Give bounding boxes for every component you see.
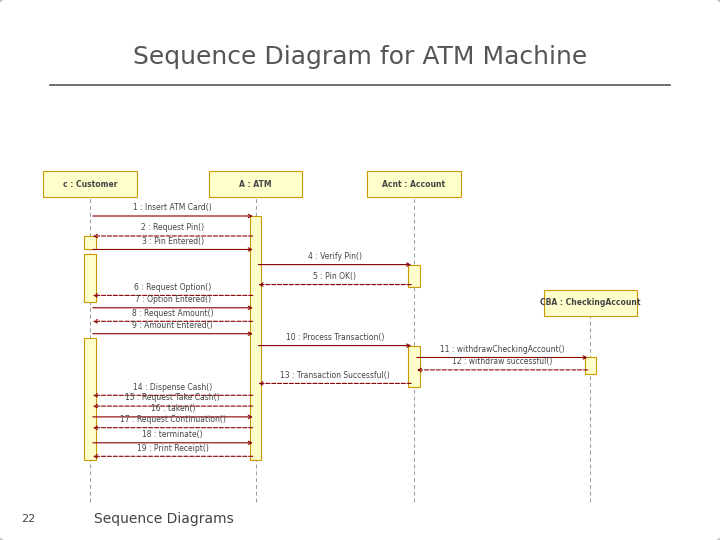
Bar — [408, 265, 420, 287]
Text: 14 : Dispense Cash(): 14 : Dispense Cash() — [133, 382, 212, 392]
FancyBboxPatch shape — [367, 171, 461, 197]
Text: Sequence Diagram for ATM Machine: Sequence Diagram for ATM Machine — [133, 45, 587, 69]
Text: 6 : Request Option(): 6 : Request Option() — [134, 282, 212, 292]
Bar — [84, 236, 96, 249]
Text: 19 : Print Receipt(): 19 : Print Receipt() — [137, 443, 209, 453]
Text: 17 : Request Continuation(): 17 : Request Continuation() — [120, 415, 226, 424]
Text: 15 : Request Take Cash(): 15 : Request Take Cash() — [125, 393, 220, 402]
Text: 3 : Pin Entered(): 3 : Pin Entered() — [142, 237, 204, 246]
Text: 11 : withdrawCheckingAccount(): 11 : withdrawCheckingAccount() — [440, 345, 564, 354]
Text: 10 : Process Transaction(): 10 : Process Transaction() — [286, 333, 384, 342]
Bar — [84, 254, 96, 302]
Text: Sequence Diagrams: Sequence Diagrams — [94, 512, 233, 526]
Text: A : ATM: A : ATM — [239, 180, 272, 188]
Bar — [585, 357, 596, 374]
Text: 8 : Request Amount(): 8 : Request Amount() — [132, 308, 214, 318]
Text: 16 : taken(): 16 : taken() — [150, 404, 195, 413]
Text: 5 : Pin OK(): 5 : Pin OK() — [313, 272, 356, 281]
Text: 7 : Option Entered(): 7 : Option Entered() — [135, 295, 211, 304]
Text: 13 : Transaction Successful(): 13 : Transaction Successful() — [280, 370, 390, 380]
Text: 1 : Insert ATM Card(): 1 : Insert ATM Card() — [133, 203, 212, 212]
Bar — [84, 338, 96, 460]
Bar — [250, 216, 261, 460]
Text: c : Customer: c : Customer — [63, 180, 117, 188]
FancyBboxPatch shape — [544, 290, 637, 316]
FancyBboxPatch shape — [43, 171, 137, 197]
Text: CBA : CheckingAccount: CBA : CheckingAccount — [540, 299, 641, 307]
Text: 4 : Verify Pin(): 4 : Verify Pin() — [307, 252, 361, 261]
Text: 2 : Request Pin(): 2 : Request Pin() — [141, 223, 204, 232]
Text: 18 : terminate(): 18 : terminate() — [143, 430, 203, 439]
Text: Acnt : Account: Acnt : Account — [382, 180, 446, 188]
Text: 12 : withdraw successful(): 12 : withdraw successful() — [452, 357, 552, 366]
Text: 9 : Amount Entered(): 9 : Amount Entered() — [132, 321, 213, 330]
FancyBboxPatch shape — [209, 171, 302, 197]
Bar — [408, 346, 420, 387]
Text: 22: 22 — [22, 515, 36, 524]
